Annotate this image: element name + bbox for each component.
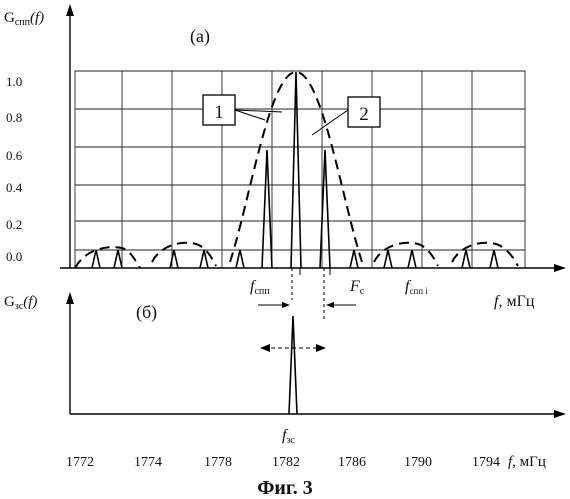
panel-a-tag: (а) [190,26,210,47]
signal-line [289,316,297,414]
f-zs-label: fзс [282,427,295,446]
y-tick-label: 0.0 [6,249,22,264]
bandwidth-arrowhead-left [260,344,270,352]
x-tick-label: 1786 [338,455,366,470]
bottom-x-label: f, мГц [508,454,546,470]
callout-1-leader [235,110,282,112]
y-tick-label: 0.8 [6,110,22,125]
x-tick-label: 1794 [472,455,500,470]
spectral-line [490,250,498,268]
f-spp-arrowhead [282,302,290,308]
spectral-line [462,250,470,268]
envelope-side-lobe [374,243,438,266]
callout-2-leader [312,110,348,135]
panel-b-y-arrow [66,292,74,304]
x-tick-labels: 1772 1774 1778 1782 1786 1790 1794 [66,455,500,470]
envelope-side-lobe [452,243,518,266]
spectral-line [92,250,100,268]
y-tick-label: 0.6 [6,148,23,163]
y-tick-label: 1.0 [6,74,22,89]
F-c-label: Fc [349,278,365,297]
spectral-line [384,250,392,268]
f-sppi-label: fспп i [405,278,428,296]
bandwidth-arrowhead-right [316,344,326,352]
spectral-line [114,250,122,268]
spectral-line [350,250,358,268]
figure-caption: Фиг. 3 [257,477,313,499]
x-tick-label: 1778 [204,455,232,470]
panel-b-tag: (б) [136,302,157,323]
panel-a-y-label: Gспп(f) [4,10,44,28]
panel-a-x-label: f, мГц [494,293,535,310]
panel-b-x-arrow [554,410,566,418]
panel-b-y-label: Gзс(f) [4,294,37,312]
f-spp-label: fспп [250,278,270,297]
spectral-line [170,250,178,268]
x-tick-label: 1774 [134,455,162,470]
panel-a-y-arrow [66,4,74,16]
spectral-line [236,250,244,268]
callout-2-label: 2 [359,104,369,125]
callout-1-label: 1 [214,102,224,123]
panel-a-y-ticks: 1.0 0.8 0.6 0.4 0.2 0.0 [6,74,23,264]
spectral-line [291,72,301,268]
panel-a: 1 2 1.0 0.8 0.6 0.4 0.2 0.0 Gспп(f) (а) … [4,4,566,310]
F-c-arrowhead [326,302,334,308]
x-tick-label: 1772 [66,455,94,470]
spectral-line [408,250,416,268]
y-tick-label: 0.4 [6,180,23,195]
panel-a-x-arrow [554,264,566,272]
panel-b: Gзс(f) (б) fзс [4,292,566,446]
x-tick-label: 1790 [404,455,432,470]
x-tick-label: 1782 [272,455,300,470]
y-tick-label: 0.2 [6,217,22,232]
